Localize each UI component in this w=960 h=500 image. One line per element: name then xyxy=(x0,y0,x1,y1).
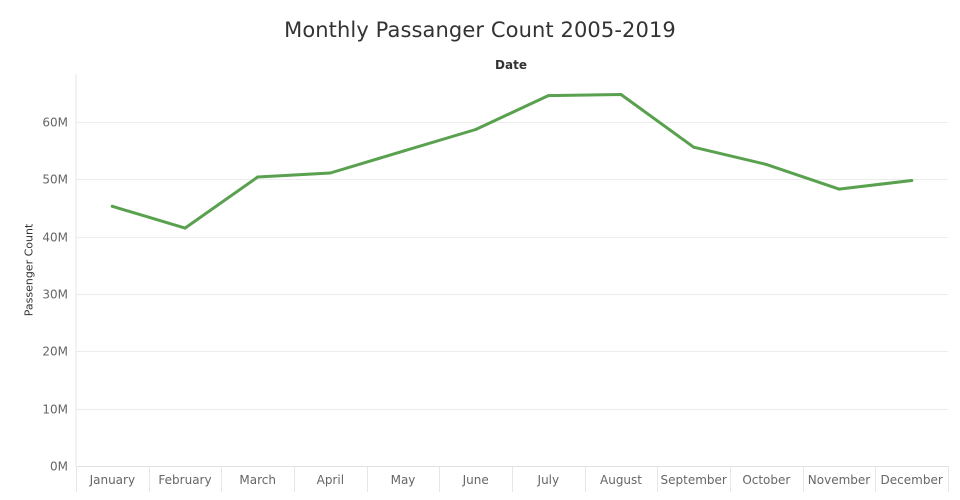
data-point[interactable] xyxy=(764,162,768,166)
data-point[interactable] xyxy=(837,187,841,191)
data-point[interactable] xyxy=(401,149,405,153)
x-tick-label: March xyxy=(239,473,276,487)
y-tick-label: 40M xyxy=(42,231,68,245)
x-tick-label: October xyxy=(742,473,790,487)
data-point[interactable] xyxy=(110,204,114,208)
data-point[interactable] xyxy=(328,171,332,175)
x-tick-label: August xyxy=(600,473,642,487)
data-point[interactable] xyxy=(256,175,260,179)
x-axis: January February March April May June July Augu… xyxy=(76,466,949,492)
data-point[interactable] xyxy=(692,145,696,149)
x-tick-label: February xyxy=(158,473,211,487)
x-tick-label: December xyxy=(881,473,943,487)
y-tick-label: 30M xyxy=(42,288,68,302)
x-tick-label: November xyxy=(808,473,870,487)
data-point[interactable] xyxy=(910,179,914,182)
x-tick-label: January xyxy=(89,473,136,487)
y-axis-ticks: 0M 10M 20M 30M 40M 50M 60M xyxy=(42,116,68,474)
x-tick-label: July xyxy=(537,473,560,487)
y-tick-label: 60M xyxy=(42,116,68,130)
y-tick-label: 20M xyxy=(42,345,68,359)
series-group xyxy=(110,93,914,230)
grid-lines xyxy=(75,74,948,466)
data-point[interactable] xyxy=(183,226,187,230)
data-point[interactable] xyxy=(546,94,550,98)
y-tick-label: 50M xyxy=(42,173,68,187)
data-point[interactable] xyxy=(474,128,478,131)
x-axis-header: Date xyxy=(495,58,527,72)
x-tick-label: April xyxy=(317,473,344,487)
data-point[interactable] xyxy=(619,93,623,96)
x-tick-label: May xyxy=(391,473,416,487)
x-tick-label: September xyxy=(661,473,727,487)
y-tick-label: 10M xyxy=(42,403,68,417)
x-tick-label: June xyxy=(462,473,489,487)
y-tick-label: 0M xyxy=(50,460,68,474)
chart-title: Monthly Passanger Count 2005-2019 xyxy=(284,18,676,42)
series-line[interactable] xyxy=(110,93,914,230)
